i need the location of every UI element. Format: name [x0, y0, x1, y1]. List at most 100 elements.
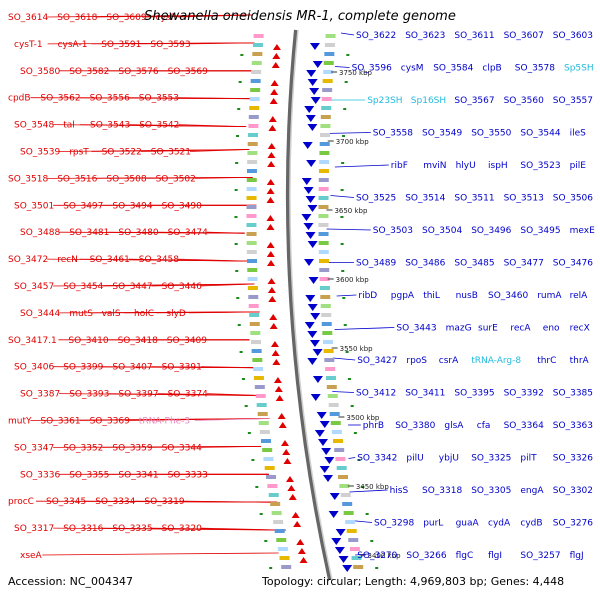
gene-label-so-3276[interactable]: SO_3276 [553, 519, 593, 529]
gene-label-so-3380[interactable]: SO_3380 [395, 421, 435, 431]
gene-label-so-3461[interactable]: SO_3461 [90, 255, 130, 265]
gene-label-so-3298[interactable]: SO_3298 [374, 519, 414, 529]
gene-label-so-3593[interactable]: SO_3593 [150, 40, 190, 50]
gene-label-sp16sh[interactable]: Sp16SH [411, 96, 446, 106]
gene-label-so-3334[interactable]: SO_3334 [95, 497, 135, 507]
gene-label-trna-phe-3[interactable]: tRNA-Phe-3 [139, 417, 190, 427]
gene-label-so-3516[interactable]: SO_3516 [57, 174, 97, 184]
gene-label-so-3392[interactable]: SO_3392 [504, 389, 544, 399]
gene-label-so-3472[interactable]: SO_3472 [8, 255, 48, 265]
gene-label-recn[interactable]: recN [57, 255, 78, 265]
gene-label-cydb[interactable]: cydB [520, 519, 542, 529]
gene-label-guaa[interactable]: guaA [456, 519, 480, 529]
gene-label-so-3576[interactable]: SO_3576 [118, 67, 158, 77]
gene-label-so-3458[interactable]: SO_3458 [139, 255, 179, 265]
gene-label-so-3525[interactable]: SO_3525 [356, 194, 396, 204]
gene-label-ribf[interactable]: ribF [391, 161, 408, 171]
gene-label-glsa[interactable]: glsA [444, 421, 464, 431]
gene-label-so-3359[interactable]: SO_3359 [112, 443, 152, 453]
gene-label-muty[interactable]: mutY [8, 417, 32, 427]
gene-label-so-3614[interactable]: SO_3614 [8, 13, 48, 23]
gene-label-so-3489[interactable]: SO_3489 [356, 259, 396, 269]
gene-label-csra[interactable]: csrA [439, 356, 459, 366]
gene-label-so-3342[interactable]: SO_3342 [357, 454, 397, 464]
gene-label-sp5sh[interactable]: Sp5SH [564, 64, 594, 74]
gene-label-so-3418[interactable]: SO_3418 [118, 336, 158, 346]
gene-label-so-3325[interactable]: SO_3325 [471, 454, 511, 464]
gene-label-so-3506[interactable]: SO_3506 [553, 194, 593, 204]
gene-label-so-3495[interactable]: SO_3495 [520, 226, 560, 236]
gene-label-cysp[interactable]: cysP [156, 13, 177, 23]
gene-label-so-3557[interactable]: SO_3557 [553, 96, 593, 106]
gene-label-so-3607[interactable]: SO_3607 [504, 31, 544, 41]
gene-label-so-3344[interactable]: SO_3344 [162, 443, 202, 453]
gene-label-so-3490[interactable]: SO_3490 [162, 201, 202, 211]
gene-label-rpos[interactable]: rpoS [406, 356, 427, 366]
gene-label-cyst-1[interactable]: cysT-1 [14, 40, 43, 50]
gene-label-so-3618[interactable]: SO_3618 [57, 13, 97, 23]
gene-label-so-3409[interactable]: SO_3409 [167, 336, 207, 346]
gene-label-so-3266[interactable]: SO_3266 [406, 551, 446, 561]
gene-label-so-3374[interactable]: SO_3374 [168, 390, 208, 400]
gene-label-so-3494[interactable]: SO_3494 [112, 201, 152, 211]
gene-label-so-3345[interactable]: SO_3345 [46, 497, 86, 507]
gene-label-so-3591[interactable]: SO_3591 [101, 40, 141, 50]
gene-label-so-3480[interactable]: SO_3480 [118, 228, 158, 238]
gene-label-so-3355[interactable]: SO_3355 [69, 470, 109, 480]
gene-label-so-3503[interactable]: SO_3503 [373, 226, 413, 236]
gene-label-thrc[interactable]: thrC [537, 356, 556, 366]
gene-label-so-3549[interactable]: SO_3549 [422, 129, 462, 139]
gene-label-thil[interactable]: thiL [423, 291, 440, 301]
gene-label-flgc[interactable]: flgC [456, 551, 474, 561]
gene-label-so-3411[interactable]: SO_3411 [405, 389, 445, 399]
gene-label-so-3474[interactable]: SO_3474 [168, 228, 208, 238]
gene-label-ybju[interactable]: ybjU [439, 454, 459, 464]
gene-label-so-3567[interactable]: SO_3567 [454, 96, 494, 106]
gene-label-nusb[interactable]: nusB [456, 291, 478, 301]
gene-label-holc[interactable]: holC [134, 309, 154, 319]
gene-label-rela[interactable]: relA [570, 291, 589, 301]
gene-label-so-3582[interactable]: SO_3582 [69, 67, 109, 77]
gene-label-so-3444[interactable]: SO_3444 [20, 309, 60, 319]
gene-label-so-3427[interactable]: SO_3427 [357, 356, 397, 366]
gene-label-pilt[interactable]: pilT [520, 454, 537, 464]
gene-label-so-3363[interactable]: SO_3363 [553, 421, 593, 431]
gene-label-iles[interactable]: ileS [570, 129, 587, 139]
gene-label-so-3539[interactable]: SO_3539 [20, 148, 60, 158]
gene-label-eno[interactable]: eno [543, 324, 560, 334]
gene-label-so-3609[interactable]: SO_3609 [106, 13, 146, 23]
gene-label-so-3485[interactable]: SO_3485 [454, 259, 494, 269]
gene-label-so-3488[interactable]: SO_3488 [20, 228, 60, 238]
gene-label-so-3352[interactable]: SO_3352 [63, 443, 103, 453]
gene-label-so-3543[interactable]: SO_3543 [90, 121, 130, 131]
gene-label-so-3548[interactable]: SO_3548 [14, 121, 54, 131]
gene-label-so-3341[interactable]: SO_3341 [118, 470, 158, 480]
gene-label-so-3385[interactable]: SO_3385 [553, 389, 593, 399]
gene-label-so-3513[interactable]: SO_3513 [504, 194, 544, 204]
gene-label-xsea[interactable]: xseA [20, 551, 43, 561]
gene-label-so-3596[interactable]: SO_3596 [352, 64, 392, 74]
gene-label-so-3514[interactable]: SO_3514 [405, 194, 445, 204]
gene-label-so-3481[interactable]: SO_3481 [69, 228, 109, 238]
gene-label-so-3457[interactable]: SO_3457 [14, 282, 54, 292]
gene-label-so-3446[interactable]: SO_3446 [162, 282, 202, 292]
gene-label-phrb[interactable]: phrB [363, 421, 384, 431]
gene-label-so-3497[interactable]: SO_3497 [63, 201, 103, 211]
gene-label-so-3522[interactable]: SO_3522 [102, 148, 142, 158]
gene-label-flgj[interactable]: flgJ [570, 551, 584, 561]
gene-label-so-3562[interactable]: SO_3562 [40, 94, 80, 104]
gene-label-pilu[interactable]: pilU [406, 454, 423, 464]
gene-label-so-3603[interactable]: SO_3603 [553, 31, 593, 41]
gene-label-so-3320[interactable]: SO_3320 [162, 524, 202, 534]
gene-label-reca[interactable]: recA [510, 324, 531, 334]
gene-label-ruma[interactable]: rumA [537, 291, 562, 301]
gene-label-so-3399[interactable]: SO_3399 [63, 363, 103, 373]
gene-label-so-3395[interactable]: SO_3395 [454, 389, 494, 399]
gene-label-isph[interactable]: ispH [488, 161, 508, 171]
gene-label-sp23sh[interactable]: Sp23SH [367, 96, 402, 106]
gene-label-so-3544[interactable]: SO_3544 [520, 129, 560, 139]
gene-label-purl[interactable]: purL [423, 519, 443, 529]
gene-label-so-3502[interactable]: SO_3502 [156, 174, 196, 184]
gene-label-so-3521[interactable]: SO_3521 [151, 148, 191, 158]
gene-label-so-3622[interactable]: SO_3622 [356, 31, 396, 41]
